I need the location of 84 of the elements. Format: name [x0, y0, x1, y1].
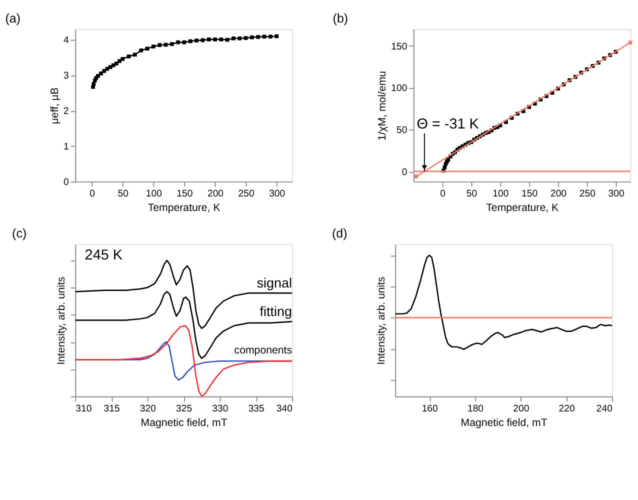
point [99, 72, 103, 76]
y-tick-label: 1 [64, 141, 69, 152]
point [213, 38, 217, 42]
x-tick-label: 200 [207, 188, 224, 200]
x-axis-title: Magnetic field, mT [140, 416, 228, 429]
point [102, 69, 106, 73]
chart-title: (b) [332, 11, 348, 26]
point [158, 43, 162, 48]
point [126, 54, 131, 58]
x-tick-label: 315 [104, 403, 120, 414]
point [206, 38, 211, 42]
x-tick-label: 310 [76, 403, 92, 414]
point [118, 59, 122, 63]
point [176, 40, 180, 44]
chart-title: (a) [5, 11, 21, 26]
point [151, 44, 156, 48]
x-tick-label: 0 [90, 188, 95, 200]
y-tick-label: 150 [391, 41, 408, 52]
x-axis-title: Temperature, K [148, 202, 220, 214]
point [133, 52, 137, 57]
x-tick-label: 0 [440, 188, 446, 200]
point [194, 38, 198, 42]
annotation: 245 K [84, 248, 123, 264]
point [268, 34, 272, 39]
point [225, 38, 230, 42]
point [92, 82, 96, 86]
x-tick-label: 300 [608, 188, 624, 200]
x-tick-label: 200 [550, 188, 567, 200]
y-axis-title: Intensity, arb. units [56, 276, 68, 365]
y-tick-label: 2 [64, 106, 69, 117]
x-tick-label: 100 [146, 188, 162, 200]
point [262, 34, 266, 39]
y-tick-label: 0 [402, 166, 408, 178]
y-axis-title: Intensity, arb. units [376, 276, 388, 365]
point [188, 39, 192, 44]
x-tick-label: 340 [276, 403, 292, 414]
annotation: components [234, 344, 292, 356]
x-tick-label: 250 [579, 188, 596, 200]
y-tick-label: 0 [64, 176, 69, 188]
x-tick-label: 240 [596, 403, 612, 414]
series-label: fitting [260, 304, 292, 319]
x-axis-title: Temperature, K [486, 202, 559, 214]
x-tick-label: 150 [522, 188, 538, 200]
x-tick-label: 50 [466, 188, 478, 200]
x-tick-label: 50 [118, 188, 128, 200]
chart-title: (d) [332, 226, 348, 240]
x-tick-label: 160 [422, 403, 438, 414]
point [232, 36, 236, 40]
point [274, 34, 279, 38]
annotation: Θ = -31 K [416, 116, 480, 133]
point [120, 56, 125, 61]
point [414, 174, 418, 178]
y-tick-label: 4 [64, 35, 70, 46]
x-tick-label: 320 [140, 403, 156, 414]
point [139, 48, 144, 52]
x-tick-label: 100 [492, 188, 509, 200]
x-tick-label: 180 [467, 403, 484, 414]
x-tick-label: 300 [269, 188, 286, 200]
y-tick-label: 100 [391, 83, 408, 94]
point [96, 74, 100, 78]
point [256, 35, 260, 39]
point [200, 38, 205, 42]
point [219, 38, 224, 42]
point [114, 62, 118, 66]
x-tick-label: 220 [558, 403, 575, 414]
x-tick-label: 200 [513, 403, 530, 414]
x-tick-label: 150 [176, 188, 193, 200]
series-label: signal [256, 275, 292, 290]
x-tick-label: 250 [238, 188, 254, 200]
y-axis-title: 1/χM, mol/emu [376, 70, 388, 141]
chart-title: (c) [12, 226, 27, 240]
point [170, 42, 174, 46]
point [145, 46, 150, 51]
y-axis-title: μeff, μB [48, 87, 61, 124]
x-tick-label: 335 [248, 403, 264, 414]
y-tick-label: 3 [64, 70, 69, 82]
x-tick-label: 330 [212, 403, 228, 414]
x-tick-label: 325 [176, 403, 192, 414]
point [250, 35, 254, 40]
x-axis-title: Magnetic field, mT [460, 416, 548, 429]
y-tick-label: 50 [396, 124, 408, 136]
point [628, 40, 632, 44]
point [244, 36, 248, 40]
point [238, 36, 242, 40]
